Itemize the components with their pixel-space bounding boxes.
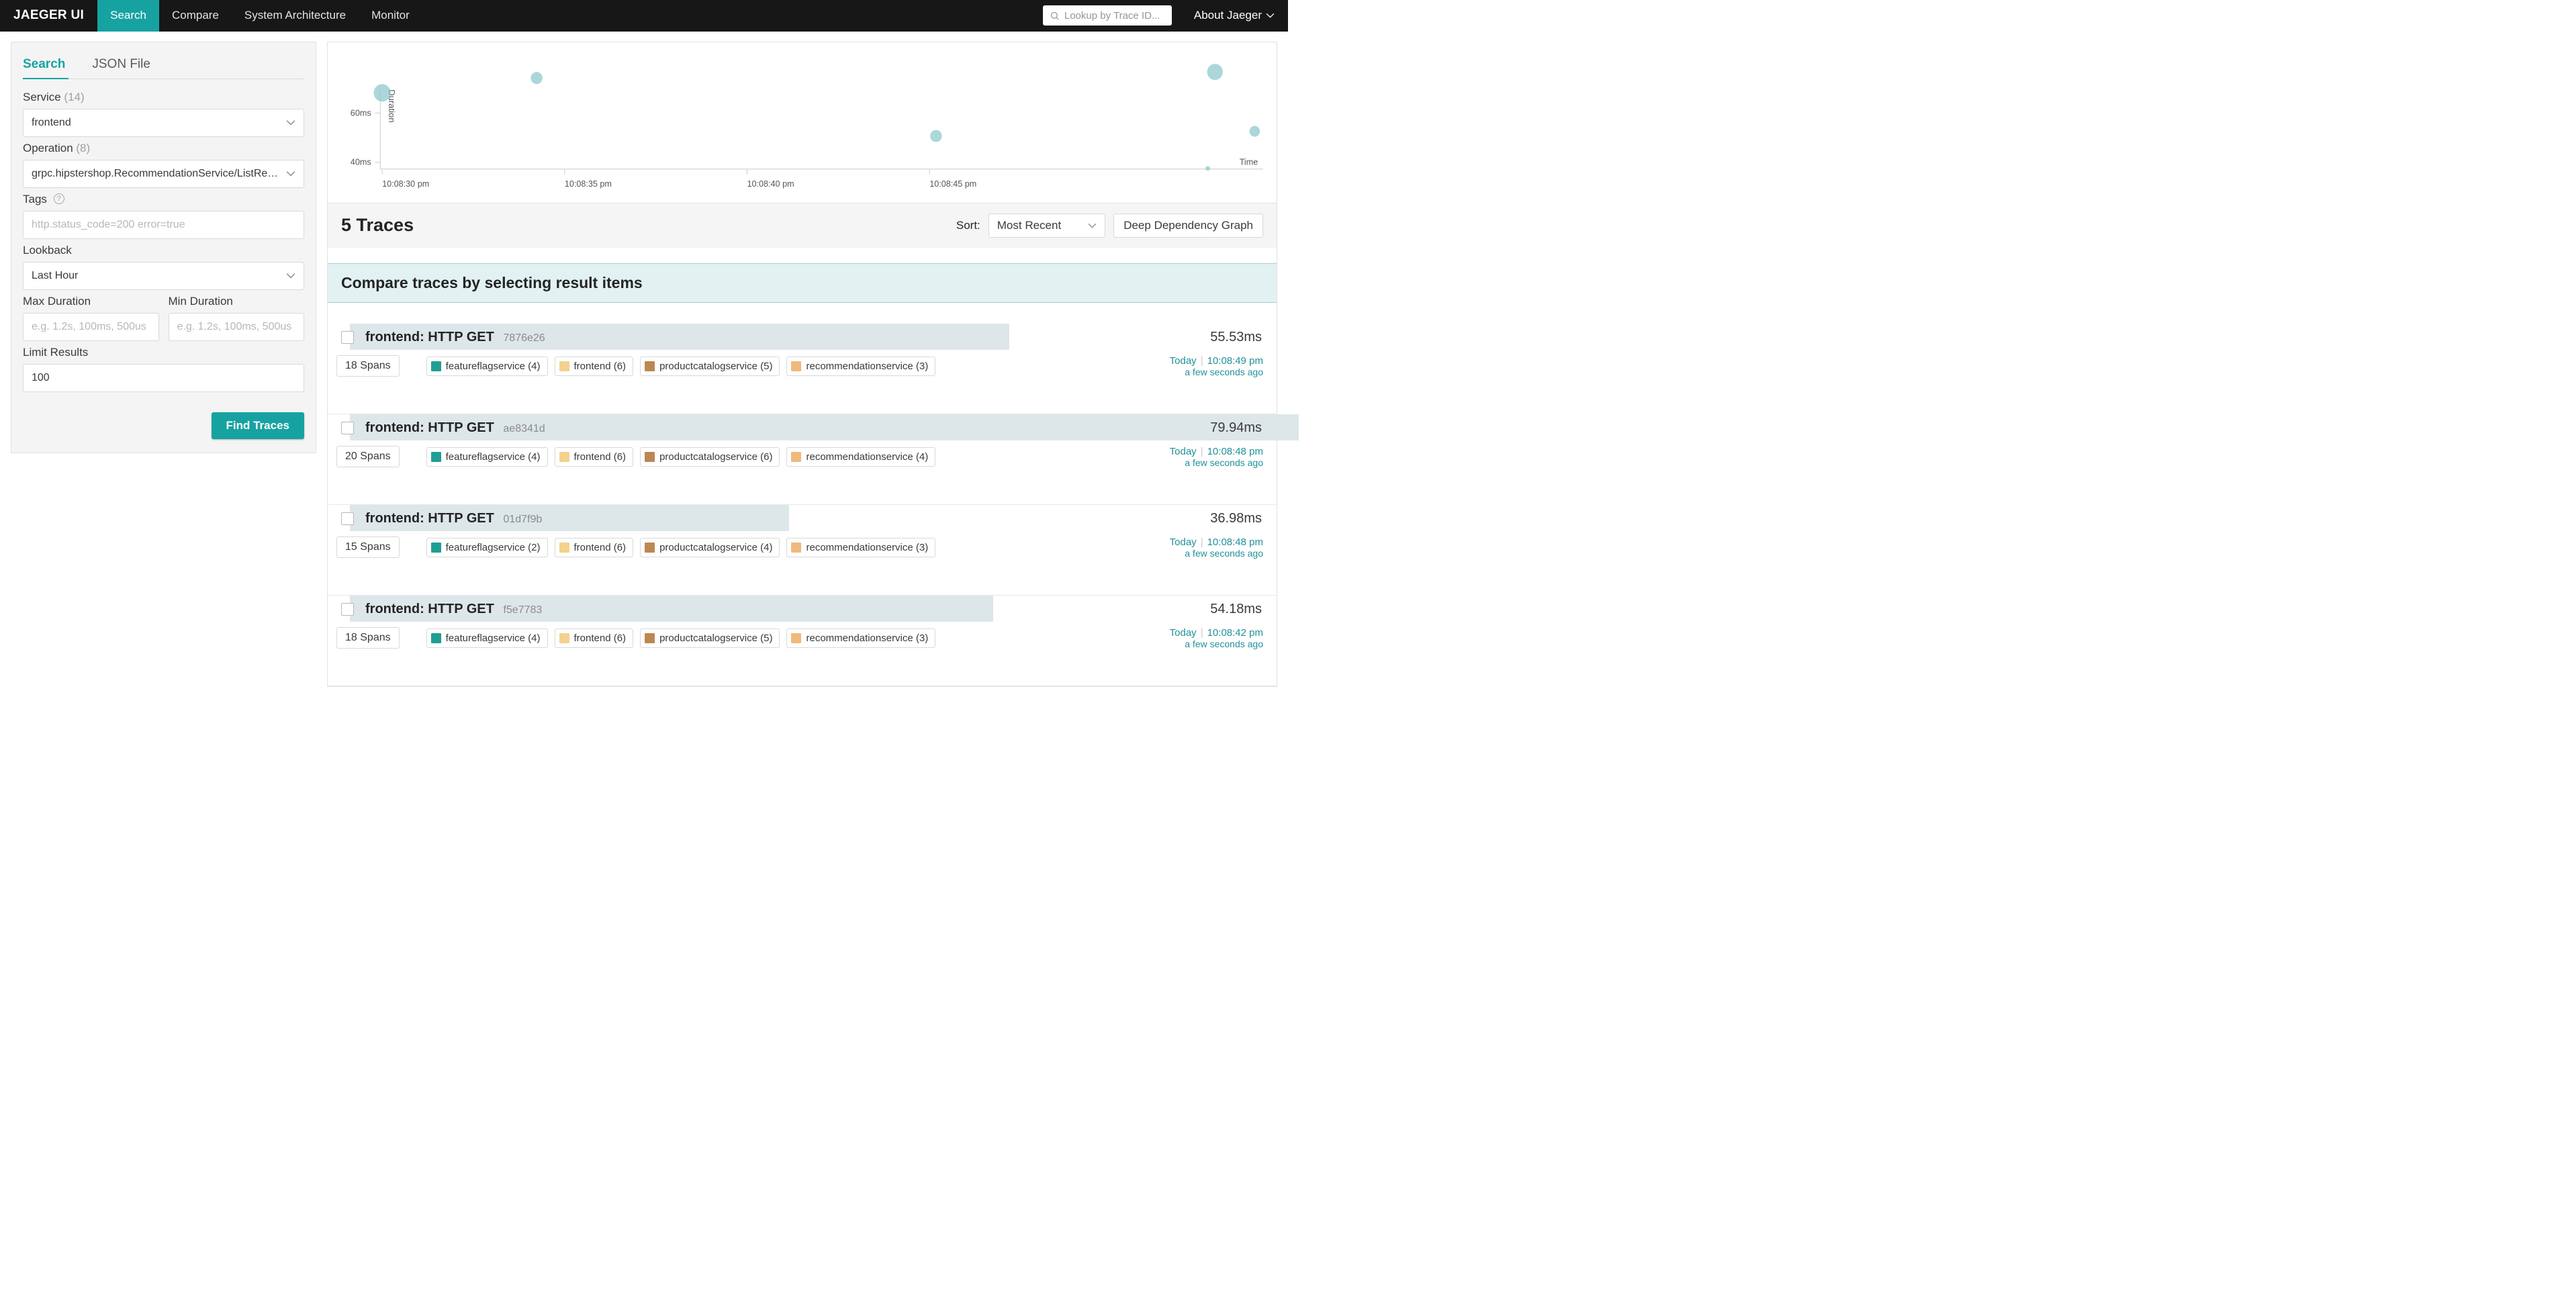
svg-text:10:08:40 pm: 10:08:40 pm	[747, 178, 794, 188]
svg-text:40ms: 40ms	[351, 156, 371, 167]
svg-text:Time: Time	[1240, 156, 1258, 167]
svg-text:10:08:45 pm: 10:08:45 pm	[929, 178, 976, 188]
svg-text:60ms: 60ms	[351, 107, 371, 118]
svg-text:10:08:30 pm: 10:08:30 pm	[382, 178, 429, 188]
svg-text:10:08:35 pm: 10:08:35 pm	[565, 178, 612, 188]
